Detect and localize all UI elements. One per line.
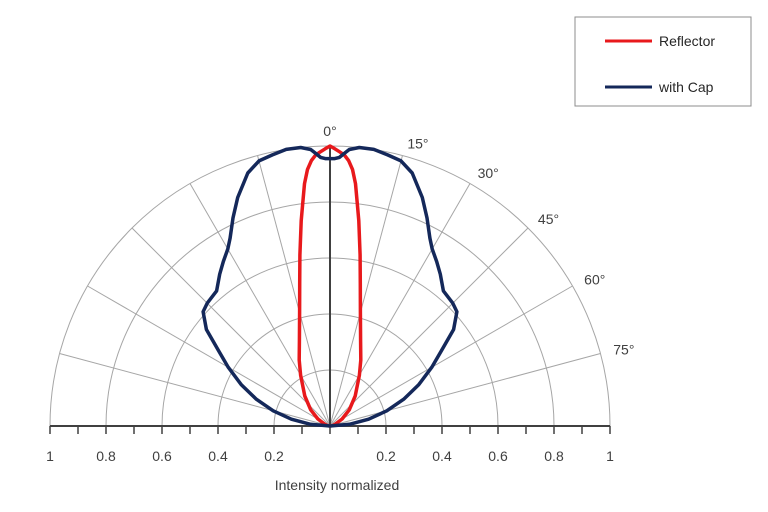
- grid-spoke: [329, 353, 601, 427]
- grid-spoke: [87, 285, 331, 427]
- polar-grid: [49, 145, 611, 427]
- grid-spoke: [131, 227, 331, 427]
- x-tick-label: 1: [606, 448, 614, 464]
- legend: Reflector with Cap: [574, 16, 752, 107]
- grid-spoke: [329, 227, 529, 427]
- x-axis-title: Intensity normalized: [275, 477, 400, 493]
- grid-spoke: [189, 183, 331, 427]
- x-tick-label: 0.4: [208, 448, 228, 464]
- series-line-reflector: [297, 144, 363, 428]
- x-tick-label: 0.8: [96, 448, 116, 464]
- angle-label: 75°: [613, 342, 634, 358]
- x-tick-label: 0.6: [152, 448, 172, 464]
- legend-box: [574, 16, 752, 107]
- angle-labels: 0° 15° 30° 45° 60° 75°: [323, 123, 634, 358]
- x-tick-label: 1: [46, 448, 54, 464]
- grid-spoke: [59, 353, 331, 427]
- angle-label: 60°: [584, 271, 605, 287]
- x-axis: 1 0.8 0.6 0.4 0.2 0.2 0.4 0.6 0.8 1: [46, 425, 614, 464]
- series-line-with-cap: [201, 145, 459, 428]
- grid-spoke: [257, 155, 331, 427]
- x-tick-label: 0.2: [376, 448, 396, 464]
- grid-spoke: [329, 155, 403, 427]
- legend-label-reflector: Reflector: [659, 33, 715, 49]
- grid-spoke: [329, 183, 471, 427]
- x-tick-label: 0.2: [264, 448, 284, 464]
- x-tick-label: 0.8: [544, 448, 564, 464]
- grid-spoke: [329, 285, 573, 427]
- x-tick-label: 0.4: [432, 448, 452, 464]
- angle-label: 30°: [478, 165, 499, 181]
- angle-label: 0°: [323, 123, 336, 139]
- series-lines: [201, 144, 459, 428]
- legend-label-with-cap: with Cap: [658, 79, 714, 95]
- x-tick-label: 0.6: [488, 448, 508, 464]
- angle-label: 15°: [407, 136, 428, 152]
- angle-label: 45°: [538, 211, 559, 227]
